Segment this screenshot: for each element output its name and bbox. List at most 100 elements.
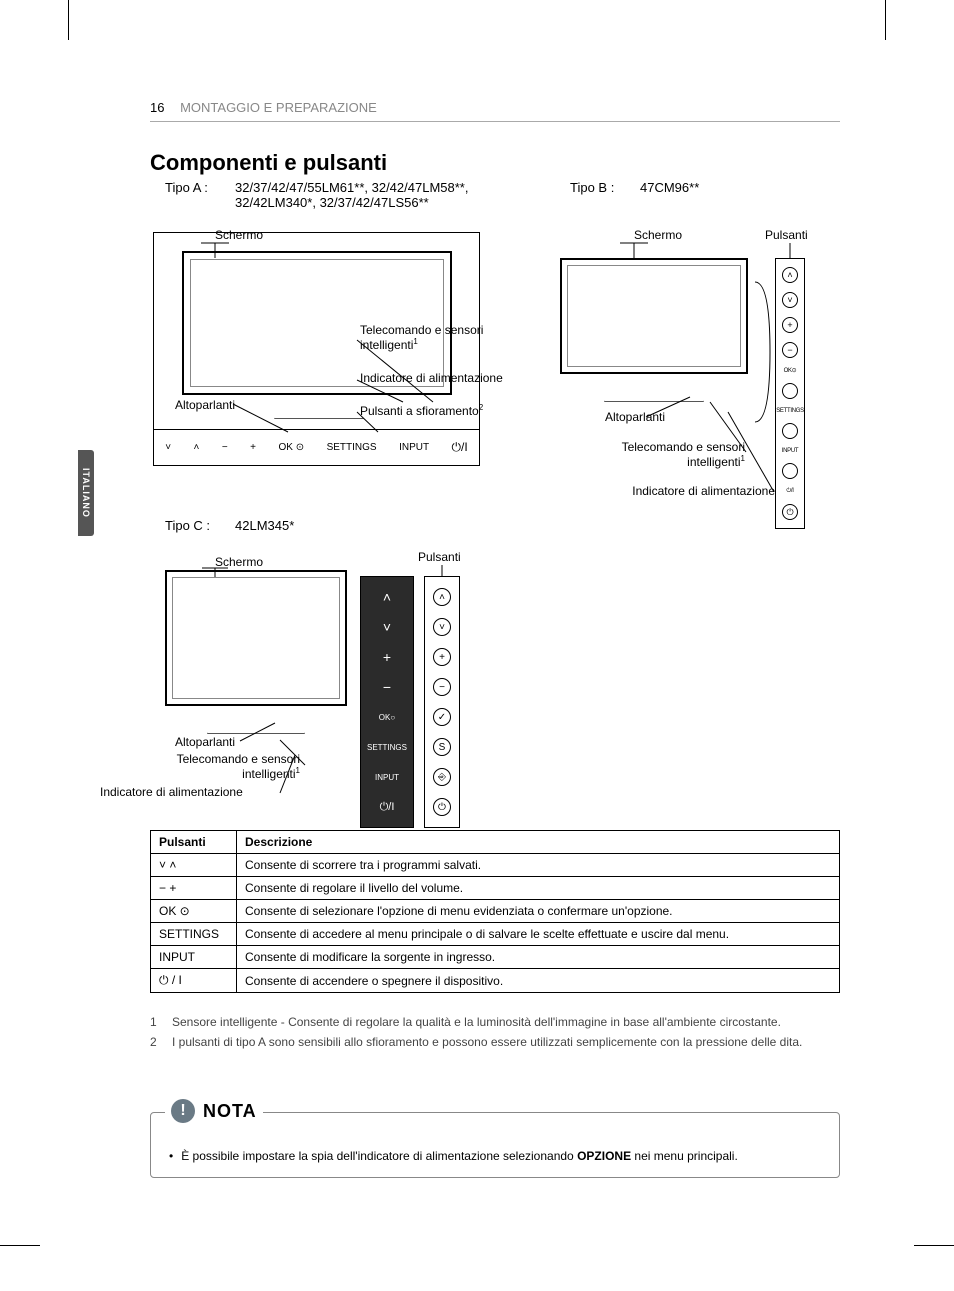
input-button-icon — [782, 463, 798, 479]
tipoB-tv-illustration — [560, 258, 748, 406]
power-icon: ⏻/I — [361, 793, 413, 821]
settings-button-label: SETTINGS — [327, 442, 377, 453]
tipoB-button-panel: ˄ ˅ + − OK⊙ SETTINGS INPUT ⏻/I ⏻ — [775, 258, 805, 529]
page-header: 16 MONTAGGIO E PREPARAZIONE — [150, 100, 840, 122]
crop-mark — [914, 1245, 954, 1246]
volume-down-icon: − — [222, 442, 228, 453]
channel-down-icon: ˅ — [782, 292, 798, 308]
section-title: MONTAGGIO E PREPARAZIONE — [180, 100, 377, 115]
tipoC-altoparlanti-label: Altoparlanti — [175, 735, 235, 749]
footnote-1: 1 Sensore intelligente - Consente di reg… — [150, 1015, 840, 1029]
table-btn-cell: ⏻ / I — [151, 969, 237, 993]
nota-title: NOTA — [203, 1101, 257, 1122]
table-header-descrizione: Descrizione — [237, 831, 840, 854]
footnote-text: I pulsanti di tipo A sono sensibili allo… — [172, 1035, 802, 1049]
table-btn-cell: INPUT — [151, 946, 237, 969]
tipoC-tv-illustration — [165, 570, 347, 742]
table-btn-cell: SETTINGS — [151, 923, 237, 946]
page-title: Componenti e pulsanti — [150, 150, 387, 176]
power-button-icon: ⏻ — [433, 798, 451, 816]
table-desc-cell: Consente di accedere al menu principale … — [237, 923, 840, 946]
table-desc-cell: Consente di selezionare l'opzione di men… — [237, 900, 840, 923]
table-row: − + Consente di regolare il livello del … — [151, 877, 840, 900]
channel-up-icon: ˄ — [782, 267, 798, 283]
table-row: ⏻ / I Consente di accendere o spegnere i… — [151, 969, 840, 993]
tv-screen-icon — [560, 258, 748, 374]
tv-stand-icon — [207, 714, 305, 734]
footnotes: 1 Sensore intelligente - Consente di reg… — [150, 1015, 840, 1055]
tipoB-pulsanti-label: Pulsanti — [765, 228, 808, 242]
tipoA-schermo-label: Schermo — [215, 228, 263, 242]
tipoA-label: Tipo A : — [165, 180, 208, 195]
nota-legend: ! NOTA — [165, 1099, 263, 1123]
tipoC-pulsanti-label: Pulsanti — [418, 550, 461, 564]
crop-mark — [885, 0, 886, 40]
table-btn-cell: OK ⊙ — [151, 900, 237, 923]
settings-button-icon: S — [433, 738, 451, 756]
table-row: OK ⊙ Consente di selezionare l'opzione d… — [151, 900, 840, 923]
table-row: ˅ ˄ Consente di scorrere tra i programmi… — [151, 854, 840, 877]
tipoC-schermo-label: Schermo — [215, 555, 263, 569]
tipoB-models: 47CM96** — [640, 180, 699, 195]
tipoB-indicatore-label: Indicatore di alimentazione — [565, 484, 775, 498]
input-button-label: INPUT — [399, 442, 429, 453]
volume-up-icon: + — [361, 643, 413, 671]
tipoA-altoparlanti-label: Altoparlanti — [175, 398, 235, 412]
tipoC-label: Tipo C : — [165, 518, 210, 533]
table-row: INPUT Consente di modificare la sorgente… — [151, 946, 840, 969]
nota-box: ! NOTA • È possibile impostare la spia d… — [150, 1112, 840, 1178]
settings-button-icon — [782, 423, 798, 439]
ok-button-icon: ✓ — [433, 708, 451, 726]
volume-down-button-icon: − — [433, 678, 451, 696]
power-button-icon: ⏻ — [782, 504, 798, 520]
ok-button-label: OK ⊙ — [278, 442, 304, 453]
footnote-number: 2 — [150, 1035, 162, 1049]
buttons-table: Pulsanti Descrizione ˅ ˄ Consente di sco… — [150, 830, 840, 993]
input-label: INPUT — [782, 448, 799, 454]
tv-screen-icon — [165, 570, 347, 706]
channel-down-button-icon: ˅ — [433, 618, 451, 636]
table-desc-cell: Consente di modificare la sorgente in in… — [237, 946, 840, 969]
tipoA-button-bar: ˅ ˄ − + OK ⊙ SETTINGS INPUT ⏻/I — [154, 429, 479, 465]
page-number: 16 — [150, 100, 164, 115]
channel-up-icon: ˄ — [361, 583, 413, 611]
settings-label: SETTINGS — [776, 408, 804, 414]
table-desc-cell: Consente di accendere o spegnere il disp… — [237, 969, 840, 993]
input-button-icon: ⎆ — [433, 768, 451, 786]
ok-label: OK⊙ — [784, 367, 797, 374]
channel-down-icon: ˅ — [165, 442, 171, 453]
tipoA-telecomando-label: Telecomando e sensori intelligenti1 — [360, 323, 520, 352]
footnote-number: 1 — [150, 1015, 162, 1029]
ok-button-icon — [782, 383, 798, 399]
channel-up-icon: ˄ — [194, 442, 200, 453]
table-header-pulsanti: Pulsanti — [151, 831, 237, 854]
table-header-row: Pulsanti Descrizione — [151, 831, 840, 854]
bullet-icon: • — [169, 1149, 173, 1163]
channel-up-button-icon: ˄ — [433, 588, 451, 606]
tv-stand-icon — [274, 401, 364, 419]
table-desc-cell: Consente di regolare il livello del volu… — [237, 877, 840, 900]
info-icon: ! — [171, 1099, 195, 1123]
tipoC-models: 42LM345* — [235, 518, 294, 533]
table-row: SETTINGS Consente di accedere al menu pr… — [151, 923, 840, 946]
tipoC-dark-panel: ˄ ˅ + − OK ○ SETTINGS INPUT ⏻/I — [360, 576, 414, 828]
tipoA-indicatore-label: Indicatore di alimentazione — [360, 371, 503, 385]
table-btn-cell: ˅ ˄ — [151, 854, 237, 877]
settings-label: SETTINGS — [361, 733, 413, 761]
tipoB-schermo-label: Schermo — [634, 228, 682, 242]
table-desc-cell: Consente di scorrere tra i programmi sal… — [237, 854, 840, 877]
tipoA-models: 32/37/42/47/55LM61**, 32/42/47LM58**, 32… — [235, 180, 495, 210]
nota-text: È possibile impostare la spia dell'indic… — [181, 1149, 738, 1163]
crop-mark — [68, 0, 69, 40]
tipoC-indicatore-label: Indicatore di alimentazione — [100, 785, 243, 799]
input-label: INPUT — [361, 763, 413, 791]
tipoC-telecomando-label: Telecomando e sensori intelligenti1 — [130, 752, 300, 781]
power-icon: ⏻/I — [452, 440, 468, 455]
footnote-2: 2 I pulsanti di tipo A sono sensibili al… — [150, 1035, 840, 1049]
volume-up-button-icon: + — [433, 648, 451, 666]
volume-up-icon: + — [250, 442, 256, 453]
tipoA-pulsanti-label: Pulsanti a sfioramento2 — [360, 403, 483, 418]
power-label: ⏻/I — [786, 488, 793, 495]
volume-up-icon: + — [782, 317, 798, 333]
language-tab: ITALIANO — [78, 450, 94, 536]
